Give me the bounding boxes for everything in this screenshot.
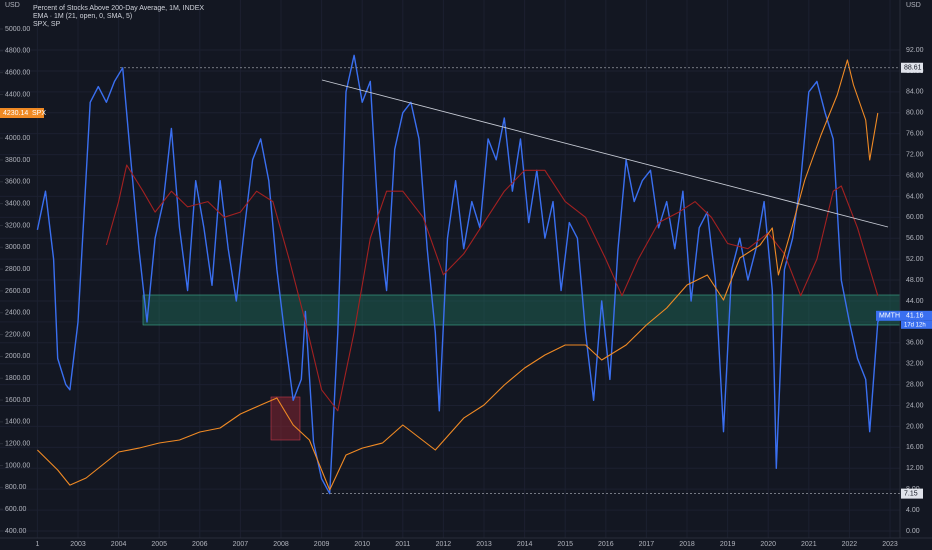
x-tick-label: 2013 (476, 541, 492, 548)
y-tick-label: 2600.00 (5, 288, 30, 295)
legend-spx: SPX, SP (33, 21, 61, 28)
reference-label: 7.15 (904, 490, 918, 497)
y2-tick-label: 76.00 (906, 131, 924, 138)
y2-tick-label: 52.00 (906, 256, 924, 263)
x-tick-label: 2021 (801, 541, 817, 548)
y-tick-label: 2000.00 (5, 353, 30, 360)
series-line (36, 54, 883, 495)
legend-title: Percent of Stocks Above 200-Day Average,… (33, 5, 204, 12)
y2-tick-label: 20.00 (906, 423, 924, 430)
y-tick-label: 400.00 (5, 528, 27, 535)
countdown-label: 17d 12h (904, 322, 926, 328)
support-zone (142, 294, 901, 326)
x-tick-label: 2016 (598, 541, 614, 548)
y2-tick-label: 0.00 (906, 528, 920, 535)
y2-tick-label: 72.00 (906, 151, 924, 158)
y-tick-label: 1600.00 (5, 397, 30, 404)
y2-tick-label: 84.00 (906, 89, 924, 96)
series-tag: SPX (32, 110, 46, 117)
reference-tag (901, 488, 923, 499)
series-line (37, 59, 879, 491)
last-value-tag (876, 310, 932, 321)
x-tick-label: 2004 (111, 541, 127, 548)
x-tick-label: 2011 (395, 541, 410, 548)
x-tick-label: 2012 (436, 541, 452, 548)
x-tick-label: 2005 (151, 541, 167, 548)
y2-tick-label: 48.00 (906, 277, 924, 284)
series-tag: MMTH (879, 313, 900, 320)
y-tick-label: 4800.00 (5, 48, 30, 55)
y-tick-label: 1000.00 (5, 462, 30, 469)
left-axis-label: USD (5, 2, 20, 9)
y-tick-label: 3400.00 (5, 200, 30, 207)
reference-label: 88.61 (904, 65, 922, 72)
y-tick-label: 3800.00 (5, 157, 30, 164)
y2-tick-label: 4.00 (906, 507, 920, 514)
y2-tick-label: 68.00 (906, 172, 924, 179)
reference-tag (901, 62, 923, 73)
y-tick-label: 3200.00 (5, 222, 30, 229)
y-tick-label: 3600.00 (5, 179, 30, 186)
y2-tick-label: 60.00 (906, 214, 924, 221)
x-tick-label: 2008 (273, 541, 289, 548)
y-tick-label: 2200.00 (5, 331, 30, 338)
x-tick-label: 2006 (192, 541, 208, 548)
y-tick-label: 1800.00 (5, 375, 30, 382)
x-tick-label: 2010 (354, 541, 370, 548)
x-tick-label: 2007 (233, 541, 249, 548)
y2-tick-label: 36.00 (906, 340, 924, 347)
y2-tick-label: 80.00 (906, 110, 924, 117)
series-line (105, 164, 879, 412)
y-tick-label: 800.00 (5, 484, 27, 491)
y-tick-label: 2400.00 (5, 310, 30, 317)
y2-tick-label: 28.00 (906, 381, 924, 388)
x-tick-label: 2023 (882, 541, 898, 548)
y-tick-label: 2800.00 (5, 266, 30, 273)
x-tick-label: 2014 (517, 541, 533, 548)
x-tick-label: 2020 (760, 541, 776, 548)
y2-tick-label: 12.00 (906, 465, 924, 472)
y-tick-label: 4400.00 (5, 91, 30, 98)
x-tick-label: 1 (35, 541, 39, 548)
x-tick-label: 2022 (842, 541, 858, 548)
trend-line (321, 79, 889, 228)
x-tick-label: 2009 (314, 541, 330, 548)
x-tick-label: 2018 (679, 541, 695, 548)
grid (0, 0, 900, 538)
y2-tick-label: 92.00 (906, 47, 924, 54)
y2-tick-label: 16.00 (906, 444, 924, 451)
legend-ema: EMA · 1M (21, open, 0, SMA, 5) (33, 13, 132, 20)
last-value-tag (0, 108, 44, 119)
y2-tick-label: 64.00 (906, 193, 924, 200)
y-tick-label: 4600.00 (5, 69, 30, 76)
plot-area (36, 54, 883, 495)
x-tick-label: 2019 (720, 541, 736, 548)
y-tick-label: 1200.00 (5, 441, 30, 448)
y-tick-label: 600.00 (5, 506, 27, 513)
highlight-box (270, 396, 301, 441)
y2-tick-label: 44.00 (906, 298, 924, 305)
x-tick-label: 2015 (557, 541, 573, 548)
x-tick-label: 2003 (70, 541, 86, 548)
y-tick-label: 1400.00 (5, 419, 30, 426)
right-axis-label: USD (906, 2, 921, 9)
y2-tick-label: 32.00 (906, 361, 924, 368)
last-value-label: 4230.14 (3, 110, 28, 117)
y-tick-label: 3000.00 (5, 244, 30, 251)
y2-tick-label: 56.00 (906, 235, 924, 242)
y2-tick-label: 24.00 (906, 402, 924, 409)
y-tick-label: 4000.00 (5, 135, 30, 142)
countdown-tag (901, 320, 932, 329)
last-value-label: 41.16 (906, 313, 924, 320)
x-tick-label: 2017 (639, 541, 655, 548)
y-tick-label: 5000.00 (5, 26, 30, 33)
